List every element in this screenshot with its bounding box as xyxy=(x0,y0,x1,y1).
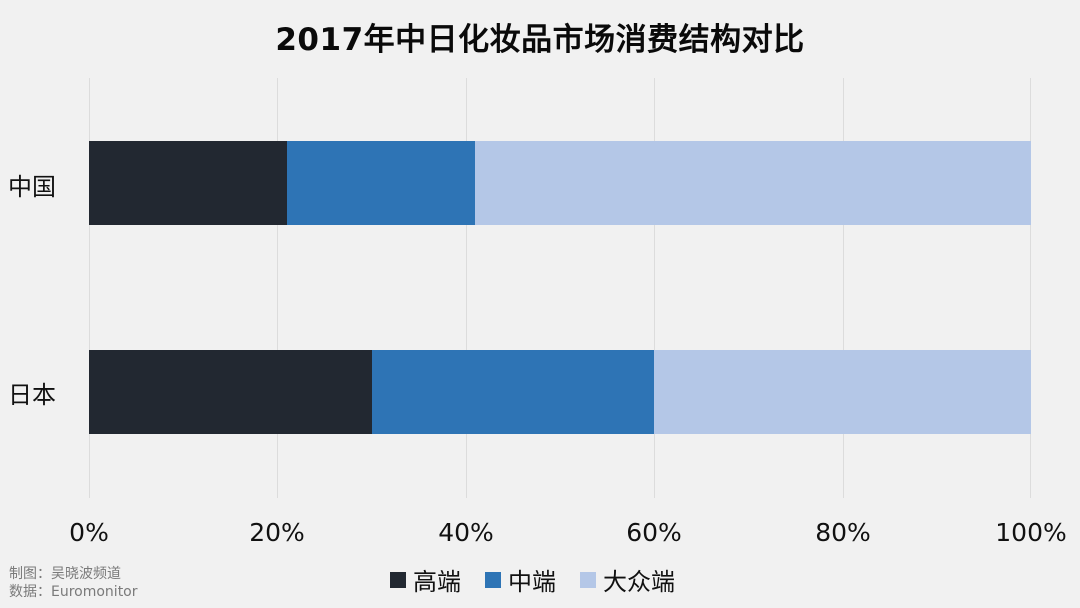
bar-japan xyxy=(89,350,1031,434)
legend-swatch-mass xyxy=(580,571,596,588)
legend-swatch-mid xyxy=(485,571,501,588)
bar-segment-japan-high xyxy=(89,350,372,434)
legend-label-mid: 中端 xyxy=(508,568,556,596)
gridline-60 xyxy=(654,78,655,498)
bar-segment-china-high xyxy=(89,141,287,225)
legend-label-high: 高端 xyxy=(413,568,461,596)
category-label-china: 中国 xyxy=(8,173,56,201)
category-label-japan: 日本 xyxy=(8,381,56,409)
gridline-100 xyxy=(1030,78,1031,498)
gridline-0 xyxy=(89,78,90,498)
chart-title: 2017年中日化妆品市场消费结构对比 xyxy=(275,22,805,58)
bar-segment-japan-mass xyxy=(654,350,1031,434)
plot-area xyxy=(89,78,1031,498)
bar-segment-japan-mid xyxy=(371,350,655,434)
gridline-80 xyxy=(843,78,844,498)
gridline-40 xyxy=(466,78,467,498)
x-tick-20: 20% xyxy=(249,518,305,547)
bar-segment-china-mid xyxy=(286,141,476,225)
credit-data-source: 数据：Euromonitor xyxy=(9,584,138,600)
legend: 高端 中端 大众端 xyxy=(390,562,699,597)
legend-item-high: 高端 xyxy=(390,562,461,597)
x-tick-60: 60% xyxy=(626,518,682,547)
x-tick-40: 40% xyxy=(438,518,494,547)
credit-chart-author: 制图：吴晓波频道 xyxy=(9,566,121,582)
legend-item-mid: 中端 xyxy=(485,562,556,597)
legend-swatch-high xyxy=(390,571,406,588)
credits: 制图：吴晓波频道 数据：Euromonitor xyxy=(9,565,138,601)
x-tick-0: 0% xyxy=(69,518,109,547)
legend-item-mass: 大众端 xyxy=(580,562,675,597)
gridline-20 xyxy=(277,78,278,498)
bar-segment-china-mass xyxy=(475,141,1031,225)
bar-china xyxy=(89,141,1031,225)
x-tick-80: 80% xyxy=(815,518,871,547)
x-tick-100: 100% xyxy=(995,518,1067,547)
legend-label-mass: 大众端 xyxy=(603,568,675,596)
